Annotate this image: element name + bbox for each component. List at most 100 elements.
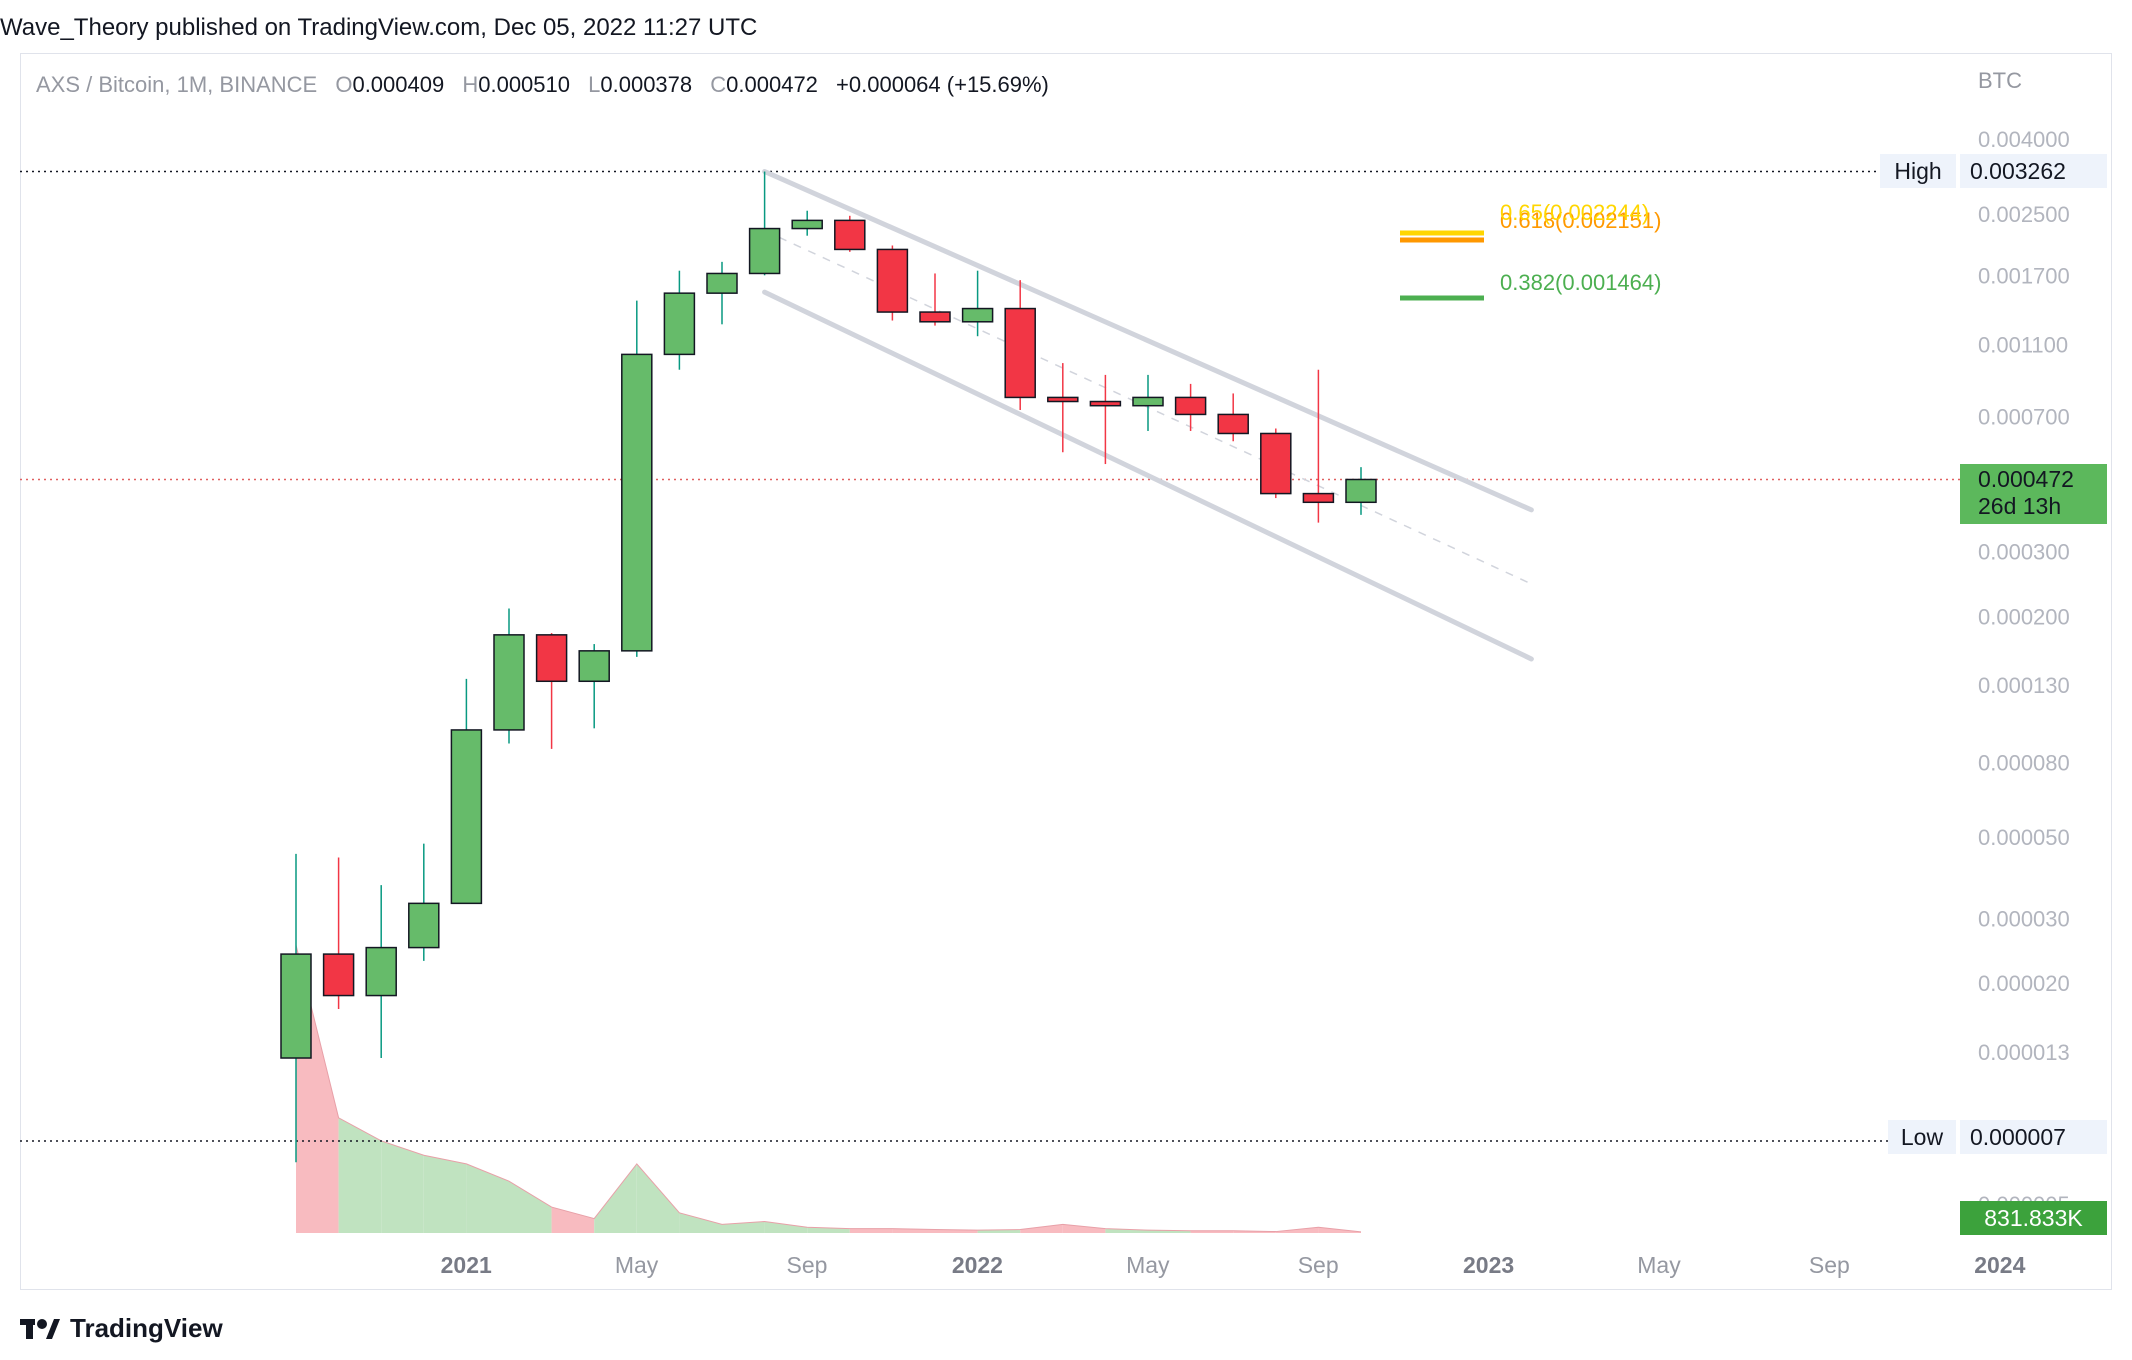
- fib-layer: 0.382(0.001464) 0.618(0.002151)0.65(0.002…: [1400, 200, 1661, 301]
- tradingview-logo: TradingView: [20, 1313, 223, 1344]
- close-value: 0.000472: [726, 72, 818, 97]
- volume-area-segment: [381, 1140, 424, 1233]
- high-marker-value: 0.003262: [1960, 154, 2107, 188]
- close-label: C: [710, 72, 727, 97]
- symbol-label: AXS / Bitcoin, 1M, BINANCE: [36, 72, 318, 97]
- volume-area-outline: [295, 944, 1362, 1233]
- candle-body: [834, 219, 866, 251]
- volume-area-segment: [1062, 1224, 1106, 1233]
- fib-level-label: 0.618(0.002151): [1500, 208, 1661, 233]
- brand-name: TradingView: [70, 1313, 223, 1343]
- low-value: 0.000378: [600, 72, 693, 97]
- x-tick-label: 2024: [1974, 1252, 2025, 1278]
- volume-area-segment: [1190, 1230, 1234, 1233]
- x-tick-label: May: [615, 1252, 659, 1278]
- y-tick-label: 0.000130: [1978, 673, 2070, 698]
- high-label: H: [462, 72, 479, 97]
- y-tick-label: 0.004000: [1978, 127, 2070, 152]
- tradingview-logo-icon: [20, 1318, 60, 1339]
- ohlc-legend: AXS / Bitcoin, 1M, BINANCE O0.000409 H0.…: [36, 72, 1049, 98]
- candle-body: [408, 902, 440, 949]
- x-tick-label: 2022: [952, 1252, 1003, 1278]
- candle-body: [1302, 492, 1335, 504]
- candle-body: [535, 634, 568, 683]
- low-label: L: [588, 72, 601, 97]
- y-tick-label: 0.000700: [1978, 405, 2070, 430]
- candle-body: [663, 292, 696, 356]
- change-value: +0.000064 (+15.69%): [836, 72, 1049, 97]
- bar-countdown: 26d 13h: [1978, 493, 2062, 519]
- volume-area-segment: [1020, 1224, 1063, 1233]
- channel-lower-line: [762, 289, 1534, 662]
- x-tick-label: Sep: [1298, 1252, 1339, 1278]
- chart-frame: [20, 53, 2112, 1290]
- x-tick-label: 2023: [1463, 1252, 1514, 1278]
- candle-body: [1260, 432, 1292, 495]
- current-price-value: 0.000472: [1978, 466, 2074, 492]
- candle-body: [919, 311, 951, 323]
- candle-body: [706, 272, 738, 294]
- fib-level-label: 0.382(0.001464): [1500, 270, 1661, 295]
- candle-body: [1345, 478, 1377, 504]
- candle-body: [1047, 396, 1079, 403]
- volume-area-segment: [849, 1228, 893, 1233]
- candle-body: [578, 650, 610, 683]
- volume-area-segment: [466, 1163, 509, 1233]
- y-axis-currency: BTC: [1978, 68, 2022, 93]
- volume-area-segment: [551, 1207, 595, 1233]
- y-tick-label: 0.001100: [1978, 333, 2068, 358]
- reference-lines: [20, 170, 1960, 1142]
- volume-layer: [295, 944, 1362, 1233]
- fib-level-label: 0.65(0.002244): [1500, 200, 1649, 225]
- x-tick-label: Sep: [787, 1252, 828, 1278]
- volume-area-segment: [423, 1155, 467, 1233]
- volume-badge: 831.833K: [1960, 1201, 2107, 1235]
- y-tick-label: 0.000030: [1978, 907, 2070, 932]
- candle-body: [961, 307, 994, 323]
- y-tick-label: 0.000013: [1978, 1040, 2070, 1065]
- x-axis: 2021 May Sep 2022 May Sep 2023 May Sep 2024: [441, 1252, 2026, 1278]
- high-value: 0.000510: [478, 72, 570, 97]
- x-tick-label: May: [1126, 1252, 1170, 1278]
- volume-area-segment: [338, 1117, 382, 1233]
- low-marker-value: 0.000007: [1960, 1120, 2107, 1154]
- candle-body: [876, 248, 909, 313]
- current-price-badge: 0.000472 26d 13h: [1960, 464, 2107, 524]
- candle-body: [493, 634, 525, 731]
- y-tick-label: 0.000200: [1978, 604, 2070, 629]
- x-tick-label: Sep: [1809, 1252, 1850, 1278]
- candle-body: [1217, 413, 1249, 435]
- y-tick-label: 0.000050: [1978, 825, 2070, 850]
- volume-area-segment: [509, 1181, 552, 1233]
- y-tick-label: 0.000080: [1978, 750, 2070, 775]
- y-axis: BTC 0.004000 0.002500 0.001700 0.001100 0.000…: [1978, 68, 2070, 1217]
- y-tick-label: 0.000020: [1978, 971, 2070, 996]
- candle-body: [791, 219, 823, 230]
- y-tick-label: 0.000300: [1978, 540, 2070, 565]
- channel-upper-line: [762, 168, 1534, 513]
- y-tick-label: 0.002500: [1978, 202, 2070, 227]
- candle-body: [280, 953, 312, 1059]
- open-label: O: [335, 72, 353, 97]
- low-marker-label: Low: [1888, 1120, 1956, 1154]
- candle-body: [621, 353, 653, 652]
- candle-body: [748, 227, 781, 275]
- volume-area-segment: [679, 1212, 722, 1233]
- y-tick-label: 0.001700: [1978, 263, 2070, 288]
- candle-body: [1089, 400, 1122, 407]
- candle-body: [450, 729, 483, 905]
- x-tick-label: 2021: [441, 1252, 492, 1278]
- publish-line: Wave_Theory published on TradingView.com…: [0, 14, 758, 41]
- candle-body: [322, 953, 355, 997]
- volume-area-segment: [722, 1221, 765, 1233]
- volume-area-segment: [594, 1163, 637, 1233]
- high-marker-label: High: [1880, 154, 1956, 188]
- volume-area-segment: [764, 1221, 808, 1233]
- candle-body: [365, 946, 397, 997]
- volume-area-segment: [636, 1163, 680, 1233]
- open-value: 0.000409: [352, 72, 445, 97]
- candle-body: [1004, 307, 1036, 399]
- candle-body: [1174, 396, 1207, 416]
- x-tick-label: May: [1637, 1252, 1681, 1278]
